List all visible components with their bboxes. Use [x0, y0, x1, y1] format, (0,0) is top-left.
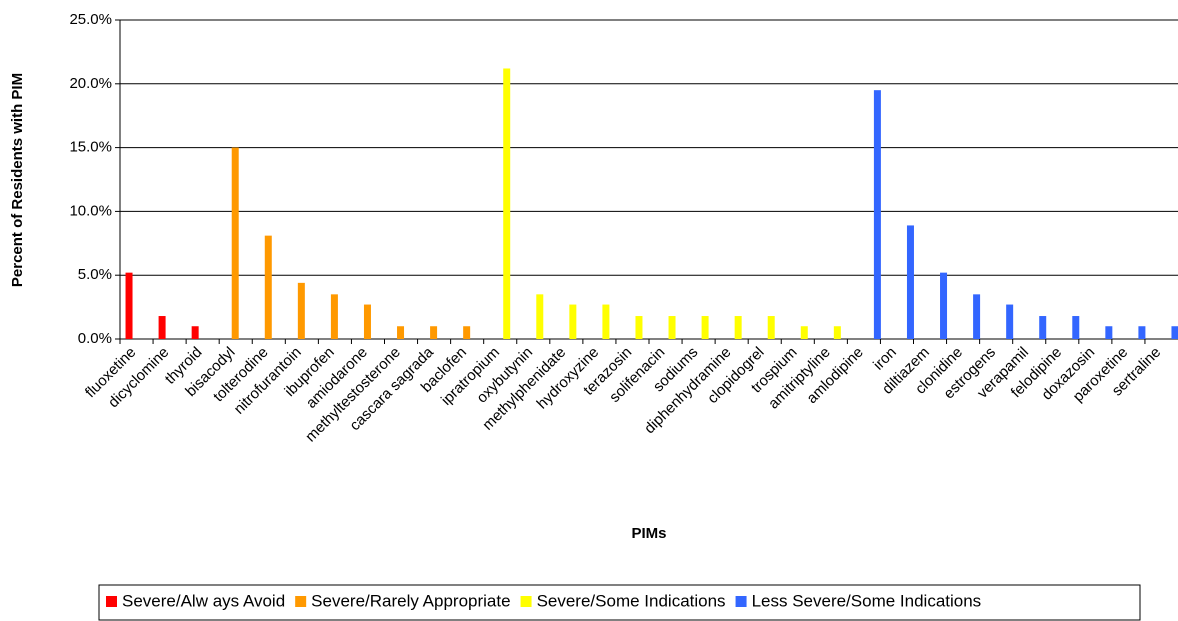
- legend: Severe/Alw ays Avoid Severe/Rarely Approp…: [98, 584, 1141, 621]
- y-tick-label: 25.0%: [69, 11, 112, 28]
- bar: [330, 294, 338, 339]
- bar: [701, 316, 709, 339]
- bar: [569, 304, 577, 339]
- legend-label: Severe/Some Indications: [537, 591, 726, 610]
- bar: [635, 316, 643, 339]
- bar: [463, 326, 471, 339]
- bar: [125, 272, 133, 339]
- bar: [602, 304, 610, 339]
- bar: [940, 272, 948, 339]
- bar: [734, 316, 742, 339]
- legend-box: [98, 584, 1141, 621]
- y-axis-title: Percent of Residents with PIM: [9, 73, 26, 287]
- legend-swatch: [295, 596, 307, 607]
- bar: [767, 316, 775, 339]
- bar: [264, 235, 272, 339]
- legend-label: Severe/Alw ays Avoid: [122, 591, 285, 610]
- x-axis-title: PIMs: [631, 525, 666, 542]
- y-tick-label: 15.0%: [69, 139, 112, 156]
- bar: [973, 294, 981, 339]
- legend-swatch: [106, 596, 117, 607]
- bar: [833, 326, 841, 339]
- bar: [363, 304, 371, 339]
- y-tick-label: 0.0%: [78, 330, 112, 347]
- bar: [1006, 304, 1014, 339]
- legend-swatch: [520, 596, 532, 607]
- bar: [503, 68, 511, 339]
- bar: [1171, 326, 1178, 339]
- bar: [158, 316, 166, 339]
- bar: [668, 316, 676, 339]
- y-tick-label: 5.0%: [78, 266, 112, 283]
- legend-swatch: [735, 596, 747, 607]
- bar: [397, 326, 405, 339]
- bar: [536, 294, 544, 339]
- bar: [191, 326, 199, 339]
- bar: [800, 326, 808, 339]
- bar: [873, 90, 881, 340]
- bar: [1138, 326, 1146, 339]
- legend-label: Severe/Rarely Appropriate: [311, 591, 510, 610]
- bar: [1039, 316, 1047, 339]
- bar: [297, 282, 305, 339]
- legend-label: Less Severe/Some Indications: [752, 591, 982, 610]
- y-tick-label: 10.0%: [69, 202, 112, 219]
- bar: [430, 326, 438, 339]
- bar: [1105, 326, 1113, 339]
- bar: [906, 225, 914, 339]
- bar: [231, 147, 239, 339]
- bar: [1072, 316, 1080, 339]
- y-tick-label: 20.0%: [69, 75, 112, 92]
